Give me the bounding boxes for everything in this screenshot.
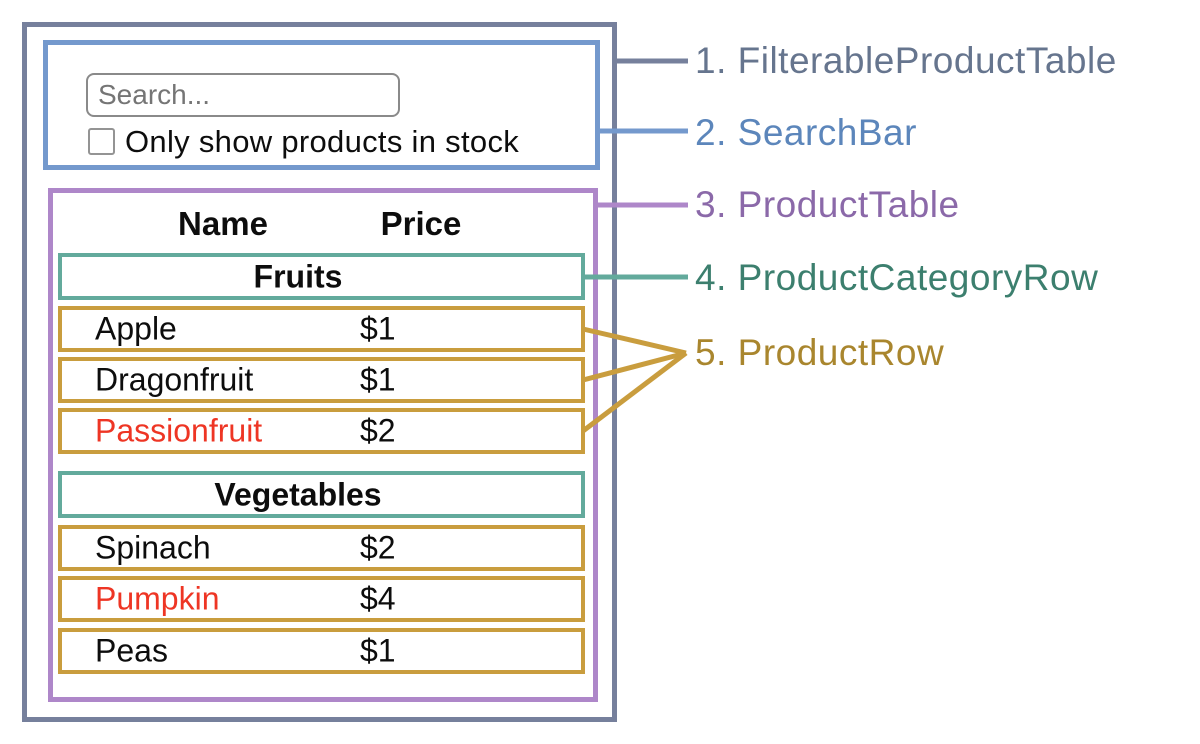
product-price: $2 — [360, 412, 396, 449]
label-filterable-product-table: 1. FilterableProductTable — [695, 40, 1117, 81]
search-input[interactable] — [86, 73, 400, 117]
product-name: Apple — [95, 310, 177, 347]
product-price: $1 — [360, 310, 396, 347]
product-category-row-fruits: Fruits — [58, 253, 585, 300]
product-price: $2 — [360, 529, 396, 566]
in-stock-checkbox[interactable] — [88, 128, 115, 155]
product-name: Dragonfruit — [95, 361, 254, 398]
product-price: $4 — [360, 580, 396, 617]
label-product-row: 5. ProductRow — [695, 332, 945, 373]
product-name: Pumpkin — [95, 580, 220, 617]
category-label: Vegetables — [214, 476, 382, 512]
in-stock-checkbox-label: Only show products in stock — [125, 124, 520, 159]
product-price: $1 — [360, 361, 396, 398]
product-row: Pumpkin $4 — [58, 576, 585, 622]
column-header-price: Price — [380, 205, 462, 242]
product-row: Apple $1 — [58, 306, 585, 352]
label-search-bar: 2. SearchBar — [695, 112, 917, 153]
product-row: Peas $1 — [58, 628, 585, 674]
category-label: Fruits — [253, 258, 343, 294]
product-name: Peas — [95, 632, 168, 669]
product-row: Dragonfruit $1 — [58, 357, 585, 403]
product-row: Passionfruit $2 — [58, 408, 585, 454]
product-price: $1 — [360, 632, 396, 669]
product-name: Passionfruit — [95, 412, 263, 449]
label-product-table: 3. ProductTable — [695, 184, 960, 225]
column-header-name: Name — [178, 205, 268, 242]
product-name: Spinach — [95, 529, 211, 566]
product-row: Spinach $2 — [58, 525, 585, 571]
product-category-row-vegetables: Vegetables — [58, 471, 585, 518]
label-product-category-row: 4. ProductCategoryRow — [695, 257, 1099, 298]
